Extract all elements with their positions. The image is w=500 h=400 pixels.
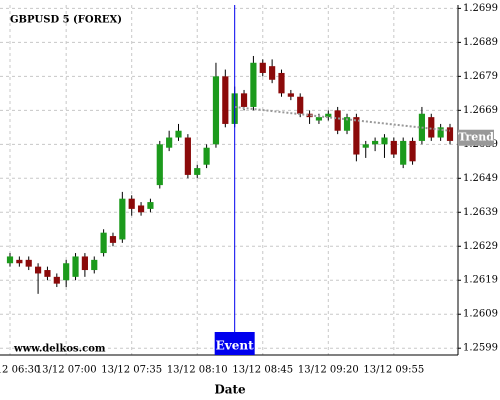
candle-body — [343, 117, 351, 131]
candle-body — [16, 259, 23, 264]
event-label-box — [214, 332, 255, 355]
candle-body — [128, 198, 135, 209]
trend-label: Trend — [458, 131, 494, 144]
y-tick-label: 1.2629 — [463, 241, 498, 252]
candle-body — [119, 198, 126, 240]
candle-body — [44, 270, 51, 277]
candle-body — [287, 93, 294, 97]
candle-body — [184, 137, 191, 175]
candle-body — [259, 62, 266, 73]
candle-body — [166, 137, 173, 148]
candle-body — [362, 144, 369, 148]
candle-body — [446, 127, 454, 141]
candle-body — [428, 117, 435, 138]
candle-body — [194, 168, 201, 175]
candle-body — [53, 276, 60, 284]
candle-body — [25, 259, 32, 267]
marks — [6, 55, 454, 294]
candle-body — [390, 140, 397, 155]
candle-body — [381, 137, 388, 145]
candle-body — [100, 232, 107, 254]
trend-label-box — [458, 129, 494, 146]
x-tick-label: 13/12 08:45 — [232, 365, 293, 376]
candle-body — [250, 62, 257, 107]
candle-body — [156, 144, 163, 186]
x-tick-label: 13/12 09:20 — [298, 365, 359, 376]
trend-line — [234, 105, 451, 132]
candle-body — [137, 205, 145, 213]
watermark: www.delkos.com — [13, 344, 106, 355]
candle-body — [315, 117, 323, 121]
x-tick-label: 13/12 08:10 — [167, 365, 228, 376]
candle-body — [269, 66, 276, 80]
y-tick-label: 1.2599 — [463, 343, 498, 354]
candle-body — [353, 117, 360, 155]
candle-body — [34, 266, 42, 274]
y-tick-label: 1.2639 — [463, 207, 498, 218]
candle-body — [91, 259, 98, 271]
candle-body — [437, 127, 444, 138]
candle-body — [325, 113, 332, 118]
event-label: Event — [216, 339, 254, 353]
candle-body — [147, 202, 154, 209]
candle-body — [212, 76, 220, 145]
chart-title: GBPUSD 5 (FOREX) — [10, 15, 122, 26]
x-tick-label: 13/12 07:00 — [36, 365, 97, 376]
candle-body — [6, 256, 14, 264]
candle-body — [400, 140, 407, 165]
candle-body — [175, 130, 182, 138]
candle-body — [81, 256, 88, 271]
y-tick-label: 1.2689 — [463, 37, 498, 48]
x-axis-label: Date — [214, 383, 246, 397]
candle-body — [278, 72, 285, 94]
y-tick-label: 1.2649 — [463, 173, 498, 184]
y-tick-label: 1.2669 — [463, 105, 498, 116]
y-tick-label: 1.2619 — [463, 275, 498, 286]
candle-body — [372, 140, 379, 145]
candle-body — [240, 93, 248, 107]
x-tick-label: 13/12 06:30 — [0, 365, 40, 376]
y-tick-label: 1.2609 — [463, 309, 498, 320]
y-tick-label: 1.2699 — [463, 3, 498, 14]
x-tick-label: 13/12 07:35 — [101, 365, 162, 376]
candle-body — [306, 113, 313, 118]
candle-body — [409, 140, 416, 162]
x-tick-label: 13/12 09:55 — [363, 365, 424, 376]
y-tick-label: 1.2679 — [463, 71, 498, 82]
candle-body — [72, 256, 79, 277]
candle-body — [109, 236, 117, 243]
candle-body — [203, 147, 210, 165]
candle-body — [297, 96, 304, 114]
candle-body — [334, 110, 341, 131]
candle-body — [222, 76, 229, 124]
candle-body — [63, 263, 70, 281]
